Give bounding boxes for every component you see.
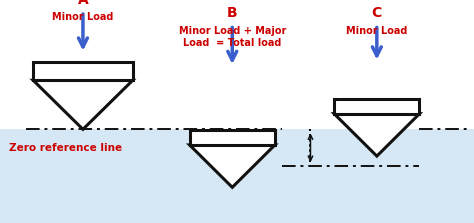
Bar [0, 129, 474, 223]
Text: Minor Load: Minor Load [346, 26, 408, 36]
Text: Minor Load + Major
Load  = Total load: Minor Load + Major Load = Total load [179, 26, 286, 48]
Bar [334, 99, 419, 114]
Bar [33, 62, 133, 80]
Polygon shape [190, 145, 275, 187]
Text: B: B [227, 6, 237, 20]
Text: A: A [78, 0, 88, 7]
Text: Minor Load: Minor Load [52, 12, 114, 22]
Polygon shape [334, 114, 419, 156]
Bar [190, 130, 275, 145]
Text: C: C [372, 6, 382, 20]
Text: Zero reference line: Zero reference line [9, 143, 123, 153]
Polygon shape [33, 80, 133, 129]
